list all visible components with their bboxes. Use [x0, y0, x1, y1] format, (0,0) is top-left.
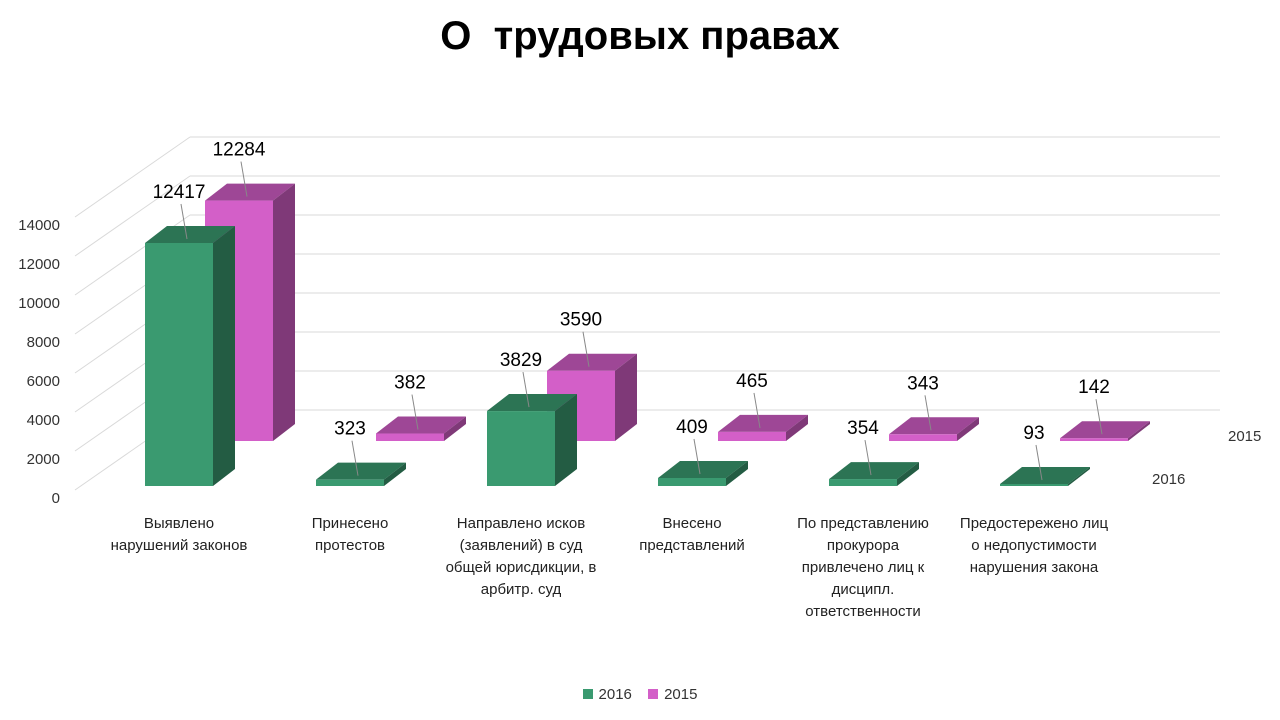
x-category-label: Внесено представлений	[639, 515, 745, 554]
bar-2016-3	[487, 394, 577, 486]
bar-2015-6	[1060, 421, 1150, 441]
bar-side	[444, 416, 466, 441]
bar-front	[316, 479, 384, 486]
bar-front	[718, 431, 786, 441]
bar-side	[615, 353, 637, 441]
data-label: 465	[736, 371, 768, 392]
bar-side	[555, 394, 577, 486]
bar-2015-5	[889, 417, 979, 441]
bar-2016-4	[658, 460, 748, 486]
y-tick-label: 6000	[27, 373, 60, 390]
leader-line	[522, 371, 530, 408]
bar-front	[658, 477, 726, 486]
bar-top	[889, 417, 979, 435]
bar-front	[1000, 484, 1068, 486]
x-category-label: Принесено протестов	[311, 515, 389, 554]
x-category-label: Направлено исков (заявлений) в суд общей…	[445, 515, 597, 598]
bar-side	[957, 417, 979, 441]
bar-top	[547, 353, 637, 371]
leader-line	[693, 438, 701, 475]
y-tick-label: 14000	[18, 217, 60, 234]
bar-top	[316, 462, 406, 480]
bar-top	[829, 462, 919, 480]
bar-side	[726, 460, 748, 486]
data-label: 12417	[153, 182, 206, 203]
depth-label-2016: 2016	[1152, 471, 1185, 488]
data-label: 142	[1078, 377, 1110, 398]
bar-side	[213, 225, 235, 486]
bar-2015-2	[376, 416, 466, 441]
bar-front	[1060, 438, 1128, 441]
leader-line	[1035, 444, 1043, 481]
bar-top	[145, 225, 235, 243]
y-tick-label: 12000	[18, 256, 60, 273]
leader-line	[864, 439, 872, 476]
x-category-label: Выявлено нарушений законов	[110, 515, 248, 554]
leader-line	[411, 394, 419, 430]
data-label: 93	[1023, 423, 1044, 444]
bar-2016-6	[1000, 467, 1090, 486]
leader-line	[1095, 399, 1103, 435]
bar-2016-5	[829, 462, 919, 486]
legend-swatch	[582, 689, 593, 699]
bar-side	[384, 462, 406, 486]
leader-line	[351, 440, 359, 476]
y-tick-label: 10000	[18, 295, 60, 312]
bar-top	[205, 183, 295, 201]
bar-side	[786, 414, 808, 441]
bar-top	[658, 460, 748, 478]
data-label: 12284	[213, 140, 266, 161]
y-tick-label: 2000	[27, 451, 60, 468]
bar-front	[889, 434, 957, 441]
bar-front	[487, 411, 555, 486]
bar-front	[145, 242, 213, 486]
bar-top	[487, 394, 577, 412]
legend: 2016 2015	[0, 686, 1280, 703]
bar-top	[1060, 421, 1150, 439]
bar-front	[829, 479, 897, 486]
bar-top	[718, 414, 808, 432]
data-label: 409	[676, 417, 708, 438]
bar-side	[1128, 421, 1150, 441]
depth-label-2015: 2015	[1228, 428, 1261, 445]
data-label: 3590	[560, 310, 602, 331]
leader-line	[180, 203, 188, 240]
bar-top	[1000, 467, 1090, 484]
leader-line	[924, 395, 932, 431]
chart-title: О трудовых правах	[440, 14, 840, 58]
legend-swatch	[648, 689, 659, 699]
leader-line	[240, 161, 248, 197]
data-label: 3829	[500, 350, 542, 371]
gridline-side	[74, 136, 191, 218]
y-tick-label: 0	[52, 490, 60, 507]
legend-item-2016: 2016	[582, 686, 632, 703]
data-label: 354	[847, 418, 879, 439]
bar-2016-1	[145, 225, 235, 486]
data-label: 343	[907, 373, 939, 394]
gridline-side	[74, 175, 191, 257]
legend-item-2015: 2015	[648, 686, 697, 703]
y-tick-label: 4000	[27, 412, 60, 429]
leader-line	[753, 392, 761, 428]
bar-side	[273, 183, 295, 441]
bar-2015-4	[718, 414, 808, 441]
bar-side	[897, 462, 919, 486]
legend-label: 2016	[598, 686, 632, 703]
data-label: 382	[394, 373, 426, 394]
bar-side	[1068, 467, 1090, 486]
x-category-label: По представлению прокурора привлечено ли…	[797, 515, 929, 620]
bar-2016-2	[316, 462, 406, 486]
data-label: 323	[334, 419, 366, 440]
y-tick-label: 8000	[27, 334, 60, 351]
legend-label: 2015	[664, 686, 698, 703]
bar-front	[376, 433, 444, 441]
leader-line	[582, 331, 590, 367]
x-category-label: Предостережено лиц о недопустимости нару…	[959, 515, 1109, 576]
bar-top	[376, 416, 466, 434]
